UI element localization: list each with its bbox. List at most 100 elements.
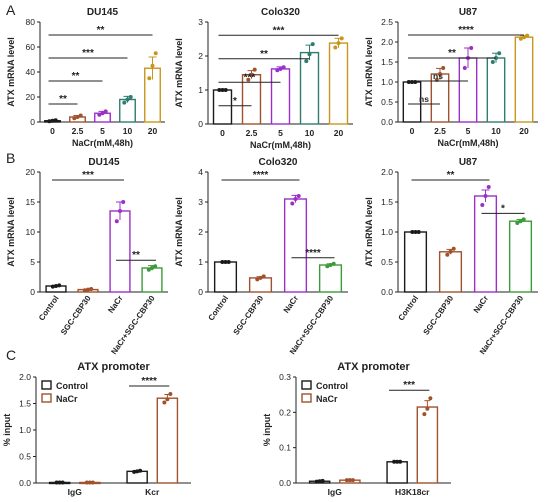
data-point	[416, 230, 421, 234]
y-tick-label: 2	[198, 51, 203, 61]
legend-swatch	[301, 380, 312, 390]
x-tick-label: Control	[396, 294, 420, 322]
significance-label: ***	[82, 170, 94, 181]
legend-label: NaCr	[316, 394, 338, 404]
chart-title: Colo320	[259, 157, 298, 168]
x-tick-label: Control	[37, 294, 61, 322]
chart-a2: Colo320 0 1 2 3 ATX mRNA level NaCr(mM,48h) 0 2.…	[174, 7, 353, 150]
data-point	[469, 46, 474, 50]
chart-title: U87	[459, 7, 478, 18]
y-tick-label: 40	[26, 67, 36, 77]
bar	[416, 406, 439, 484]
data-point	[428, 396, 433, 401]
y-tick-label: 2	[198, 227, 203, 237]
significance-label: *	[233, 96, 237, 107]
y-axis-label: ATX mRNA level	[364, 197, 374, 267]
data-point	[153, 51, 158, 56]
y-tick-label: 1	[198, 257, 203, 267]
data-point	[490, 60, 495, 64]
bar	[212, 89, 233, 125]
x-tick-label: 5	[466, 126, 471, 136]
data-point	[413, 230, 418, 234]
panel-label-c: C	[6, 347, 16, 363]
data-point	[518, 36, 523, 41]
data-point	[425, 406, 430, 411]
x-tick-label: NaCr	[106, 294, 124, 315]
data-point	[331, 261, 336, 266]
y-tick-label: 0	[198, 287, 203, 297]
data-point	[223, 260, 228, 264]
significance-label: **	[59, 94, 67, 105]
data-point	[220, 260, 225, 264]
data-point	[281, 65, 286, 70]
data-point	[100, 111, 105, 116]
y-tick-label: 20	[26, 167, 36, 177]
data-point	[304, 59, 309, 64]
y-tick-label: 0	[198, 119, 203, 129]
x-axis-label: NaCr(mM,48h)	[437, 138, 498, 148]
x-tick-label: 10	[491, 126, 501, 136]
bar	[213, 261, 238, 293]
y-tick-label: 1	[198, 85, 203, 95]
data-point	[296, 194, 301, 198]
y-tick-label: 3	[198, 17, 203, 27]
chart-c2: ATX promoter 0.0 0.1 0.2 0.3 % input IgG H3K18c…	[262, 361, 451, 497]
data-point	[128, 95, 133, 99]
bar	[156, 397, 179, 484]
y-tick-label: 15	[26, 197, 36, 207]
data-point	[162, 400, 167, 405]
data-point	[147, 76, 152, 81]
bar	[508, 220, 533, 293]
data-point	[90, 480, 95, 485]
significance-label: ns	[433, 71, 443, 81]
y-tick-label: 0.0	[381, 117, 393, 127]
x-tick-label: SGC-CBP30	[59, 294, 93, 337]
y-tick-label: 3	[198, 197, 203, 207]
data-point	[347, 478, 352, 483]
data-point	[462, 66, 467, 70]
significance-label: **	[448, 48, 456, 59]
significance-label: ****	[141, 376, 157, 387]
significance-label: ***	[244, 72, 256, 83]
y-axis-label: ATX mRNA level	[6, 37, 16, 107]
y-tick-label: 0.5	[381, 257, 393, 267]
x-tick-label: 2.5	[72, 126, 84, 136]
legend-swatch	[301, 393, 312, 403]
legend-label: NaCr	[56, 394, 78, 404]
data-point	[310, 42, 315, 47]
legend-label: Control	[56, 381, 88, 391]
y-axis-label: ATX mRNA level	[6, 197, 16, 267]
x-tick-label: 0	[50, 126, 55, 136]
y-axis-label: % input	[2, 414, 12, 447]
data-point	[150, 266, 154, 270]
data-point	[132, 469, 137, 474]
x-tick-label: IgG	[328, 487, 343, 497]
legend-swatch	[41, 380, 52, 390]
y-tick-label: 2.5	[381, 17, 393, 27]
data-point	[275, 68, 280, 73]
bar	[109, 210, 131, 293]
data-point	[118, 209, 122, 213]
data-point	[54, 284, 58, 288]
y-tick-label: 0.5	[19, 452, 31, 462]
chart-title: DU145	[88, 157, 120, 168]
chart-b3: U87 0.0 0.5 1.0 1.5 2.0 ATX mRNA level Control S…	[364, 157, 538, 356]
chart-a3: U87 0.0 0.5 1.0 1.5 2.0 2.5 ATX mRNA level NaCr(…	[364, 7, 538, 148]
x-tick-label: 2.5	[434, 126, 446, 136]
data-point	[168, 391, 173, 396]
y-tick-label: 2.0	[381, 37, 393, 47]
data-point	[438, 72, 442, 76]
y-tick-label: 0.3	[279, 372, 291, 382]
data-point	[350, 478, 355, 483]
x-tick-label: NaCr	[472, 294, 490, 315]
y-tick-label: 2.0	[19, 372, 31, 382]
chart-title: ATX promoter	[77, 361, 150, 373]
data-point	[87, 480, 92, 485]
y-tick-label: 1.0	[381, 227, 393, 237]
significance-label: ****	[305, 248, 321, 259]
y-tick-label: 1.5	[381, 197, 393, 207]
x-axis-label: NaCr(mM,48h)	[72, 138, 133, 148]
significance-label: **	[260, 49, 268, 60]
legend-swatch	[41, 393, 52, 403]
